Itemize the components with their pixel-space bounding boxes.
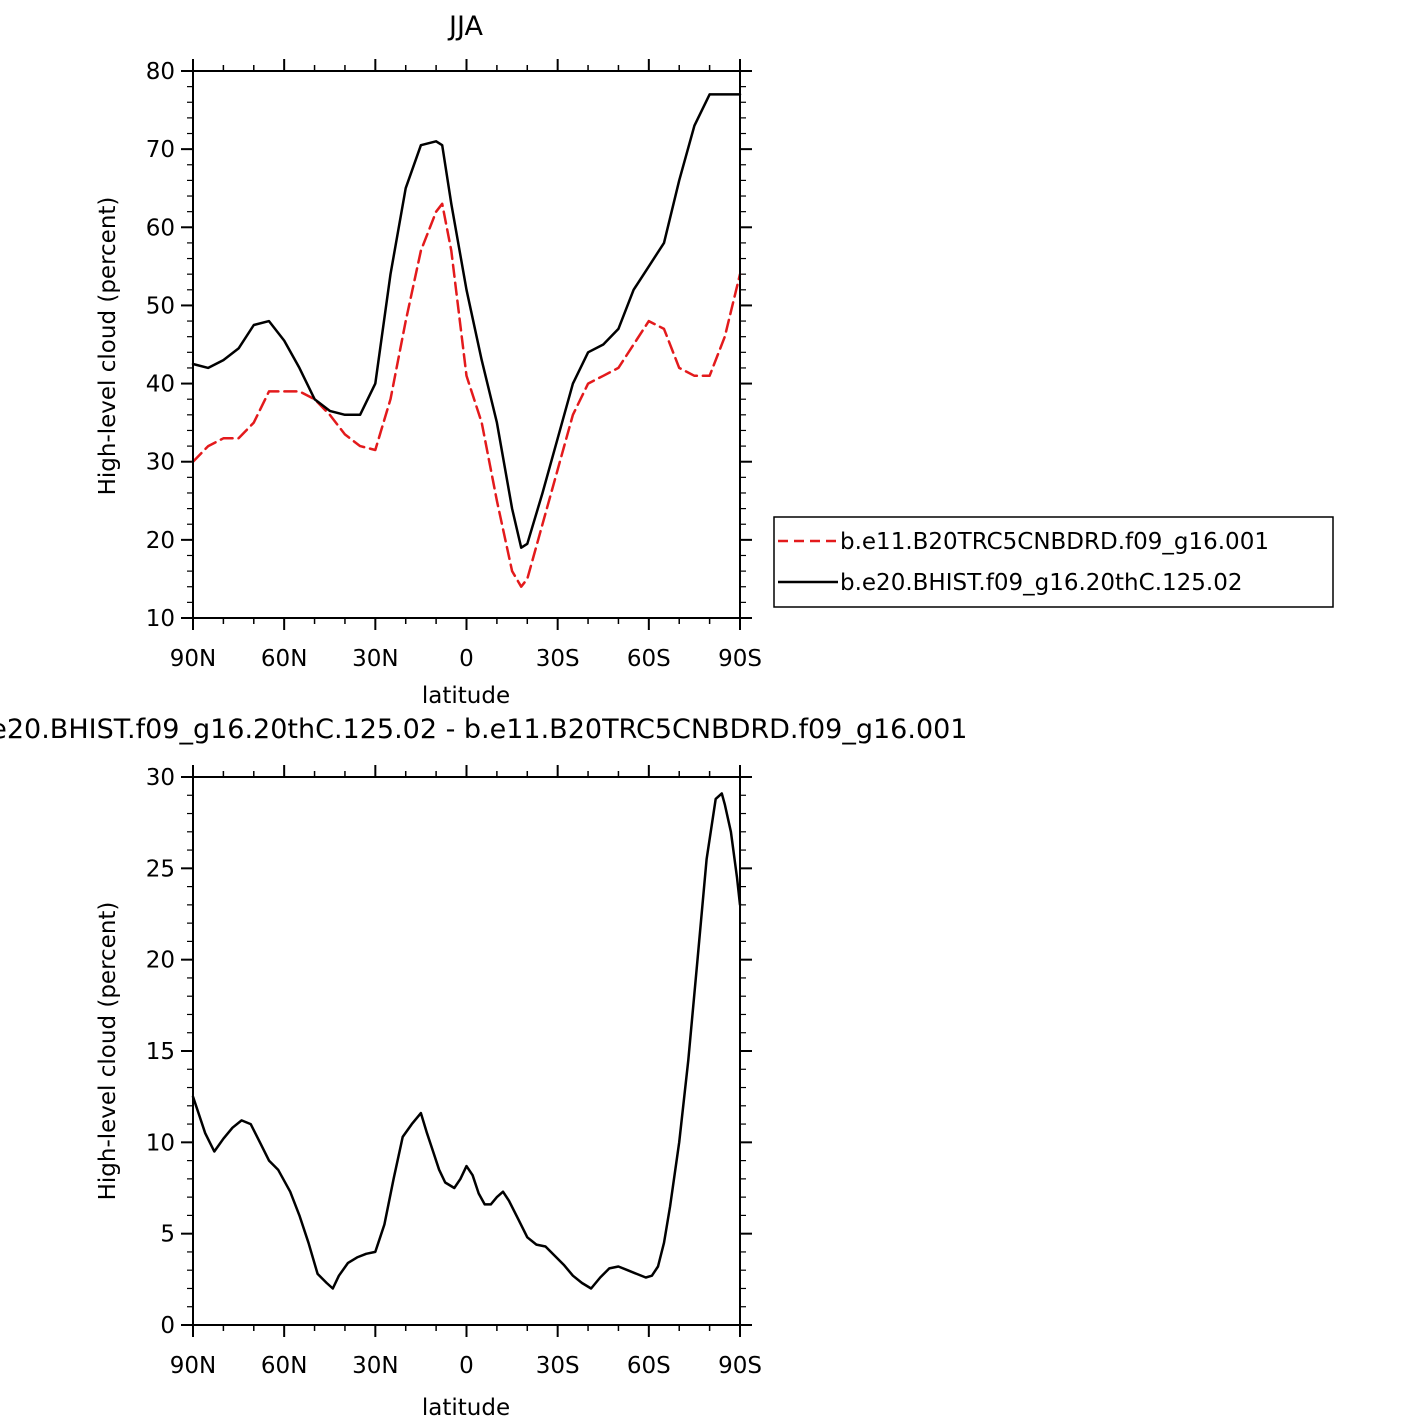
y-tick-label: 5 xyxy=(160,1222,175,1248)
x-tick-label: 0 xyxy=(459,646,474,672)
bottom-plot-ylabel: High-level cloud (percent) xyxy=(95,902,121,1201)
y-tick-label: 40 xyxy=(146,372,175,398)
y-tick-label: 30 xyxy=(146,450,175,476)
x-tick-label: 90N xyxy=(170,646,216,672)
y-tick-label: 25 xyxy=(146,856,175,882)
bottom-plot-xlabel: latitude xyxy=(422,1395,510,1421)
x-tick-label: 30S xyxy=(536,1353,580,1379)
legend-entry-red: b.e11.B20TRC5CNBDRD.f09_g16.001 xyxy=(840,529,1269,555)
x-tick-label: 60S xyxy=(627,646,671,672)
top-plot-lines xyxy=(191,93,742,588)
top-plot: JJA High-level cloud (percent) latitude … xyxy=(95,11,762,709)
x-tick-label: 60S xyxy=(627,1353,671,1379)
y-tick-label: 30 xyxy=(146,765,175,791)
y-tick-label: 10 xyxy=(146,1130,175,1156)
top-plot-ticks: 90N 60N 30N 0 30S 60S 90S 10 20 30 40 50 60 70 80 xyxy=(146,59,762,672)
legend-box xyxy=(773,516,1334,608)
y-tick-label: 50 xyxy=(146,293,175,319)
x-tick-label: 30N xyxy=(352,646,398,672)
y-tick-label: 70 xyxy=(146,137,175,163)
x-tick-label: 30N xyxy=(352,1353,398,1379)
bottom-plot-frame xyxy=(192,776,741,1326)
x-tick-label: 60N xyxy=(261,1353,307,1379)
bottom-plot-title: b.e20.BHIST.f09_g16.20thC.125.02 - b.e11… xyxy=(0,714,967,745)
x-tick-label: 90N xyxy=(170,1353,216,1379)
top-plot-xlabel: latitude xyxy=(422,683,510,709)
bottom-plot-lines xyxy=(191,792,742,1290)
series-line-1 xyxy=(191,93,742,549)
bottom-plot-ticks: 90N 60N 30N 0 30S 60S 90S 0 5 10 15 20 25 30 xyxy=(146,765,762,1379)
y-tick-label: 15 xyxy=(146,1039,175,1065)
y-tick-label: 10 xyxy=(146,606,175,632)
x-tick-label: 90S xyxy=(718,1353,762,1379)
x-tick-label: 30S xyxy=(536,646,580,672)
legend: b.e11.B20TRC5CNBDRD.f09_g16.001 b.e20.BH… xyxy=(773,516,1334,608)
top-plot-frame xyxy=(192,70,741,619)
y-tick-label: 0 xyxy=(160,1313,175,1339)
series-line-0 xyxy=(191,202,742,588)
series-line-0 xyxy=(191,792,742,1290)
x-tick-label: 0 xyxy=(459,1353,474,1379)
legend-entry-black: b.e20.BHIST.f09_g16.20thC.125.02 xyxy=(840,570,1242,596)
y-tick-label: 80 xyxy=(146,59,175,85)
y-tick-label: 20 xyxy=(146,528,175,554)
bottom-plot: b.e20.BHIST.f09_g16.20thC.125.02 - b.e11… xyxy=(0,714,967,1421)
x-tick-label: 60N xyxy=(261,646,307,672)
top-plot-title: JJA xyxy=(447,11,483,42)
x-tick-label: 90S xyxy=(718,646,762,672)
y-tick-label: 60 xyxy=(146,215,175,241)
y-tick-label: 20 xyxy=(146,948,175,974)
top-plot-ylabel: High-level cloud (percent) xyxy=(95,197,121,496)
